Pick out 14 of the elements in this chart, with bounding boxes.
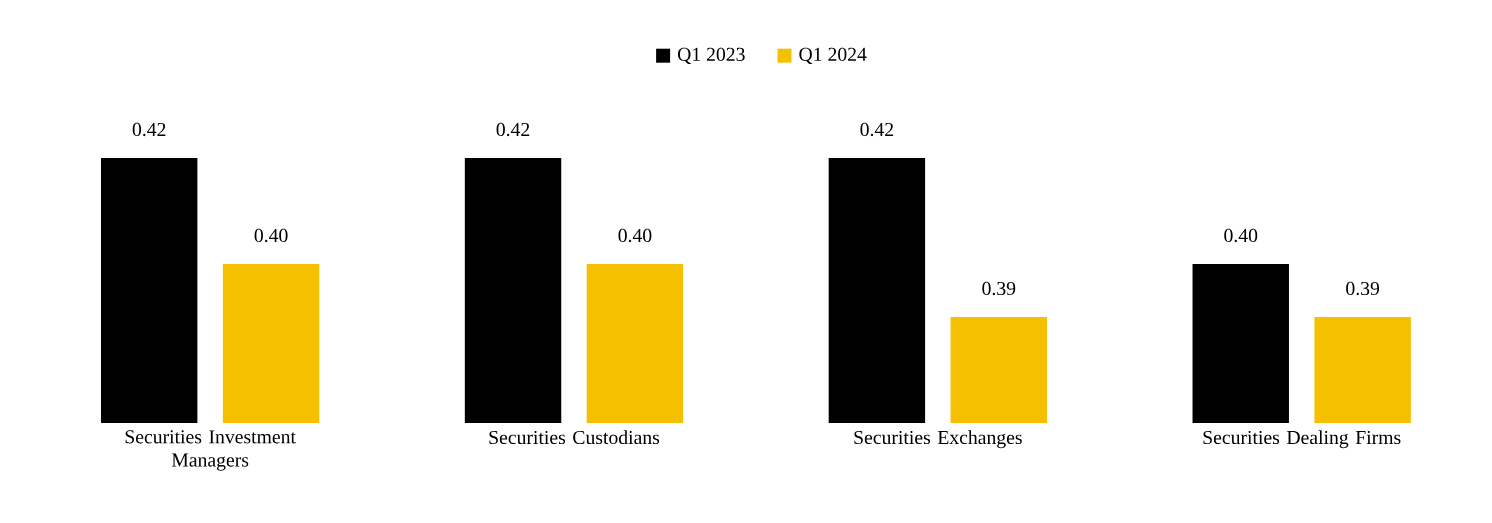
legend-label: Q1 2024 — [799, 47, 867, 64]
x-tick-label: Securities Dealing Firms — [1203, 430, 1401, 449]
data-label: 0.40 — [254, 228, 288, 243]
x-tick-label: Securities Exchanges — [854, 430, 1022, 449]
data-label: 0.42 — [132, 122, 166, 137]
data-label: 0.40 — [618, 228, 652, 243]
data-label: 0.40 — [1224, 228, 1258, 243]
x-tick-label: Securities Investment Managers — [125, 430, 296, 471]
data-label: 0.39 — [1346, 281, 1380, 296]
data-label: 0.42 — [860, 122, 894, 137]
legend-label: Q1 2023 — [677, 47, 745, 64]
x-tick-label: Securities Custodians — [489, 430, 660, 445]
data-label: 0.39 — [982, 281, 1016, 296]
data-label: 0.42 — [496, 122, 530, 137]
